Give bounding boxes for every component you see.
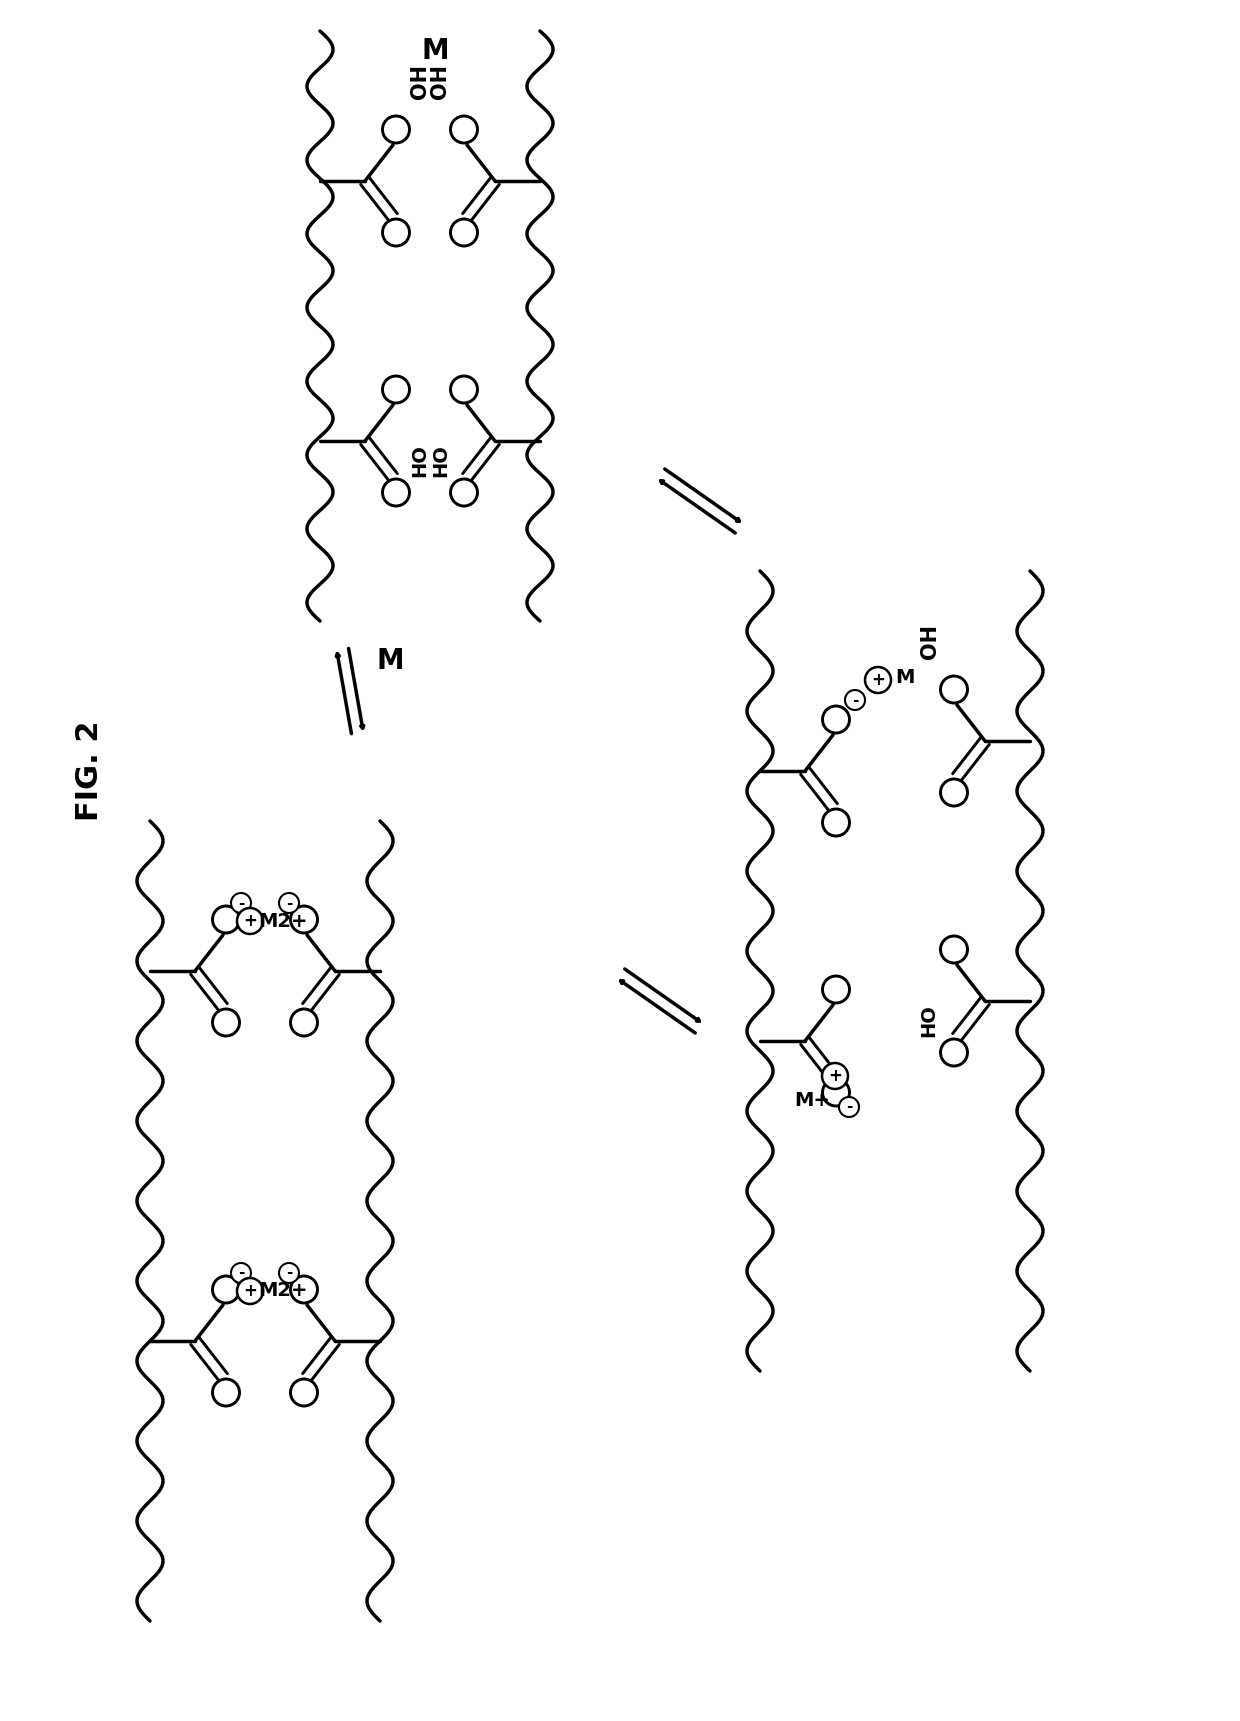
Circle shape — [839, 1096, 859, 1117]
Text: M: M — [895, 668, 915, 687]
Text: HO: HO — [919, 1005, 937, 1038]
Circle shape — [212, 1275, 239, 1303]
Circle shape — [212, 1009, 239, 1036]
Text: M: M — [422, 36, 449, 65]
Circle shape — [212, 905, 239, 933]
Circle shape — [822, 1079, 849, 1107]
Circle shape — [290, 1275, 317, 1303]
Text: +: + — [243, 912, 257, 929]
Circle shape — [450, 115, 477, 143]
Text: M2+: M2+ — [258, 912, 308, 931]
Circle shape — [290, 1009, 317, 1036]
Text: +: + — [870, 671, 885, 688]
Circle shape — [940, 936, 967, 964]
Text: OH: OH — [430, 64, 450, 100]
Text: OH: OH — [410, 64, 430, 100]
Text: OH: OH — [920, 625, 940, 659]
Circle shape — [237, 909, 263, 935]
Circle shape — [450, 478, 477, 506]
Text: HO: HO — [432, 444, 450, 477]
Circle shape — [822, 976, 849, 1003]
Circle shape — [279, 893, 299, 914]
Circle shape — [866, 668, 892, 694]
Text: -: - — [852, 692, 858, 707]
Text: M: M — [376, 647, 404, 675]
Text: FIG. 2: FIG. 2 — [76, 721, 104, 821]
Circle shape — [231, 893, 250, 914]
Circle shape — [382, 478, 409, 506]
Circle shape — [279, 1263, 299, 1282]
Circle shape — [290, 1379, 317, 1406]
Circle shape — [382, 115, 409, 143]
Circle shape — [940, 676, 967, 702]
Text: -: - — [238, 895, 244, 910]
Circle shape — [450, 375, 477, 403]
Circle shape — [450, 219, 477, 246]
Text: -: - — [846, 1100, 852, 1115]
Text: +: + — [243, 1282, 257, 1299]
Text: HO: HO — [410, 444, 429, 477]
Circle shape — [844, 690, 866, 711]
Circle shape — [212, 1379, 239, 1406]
Circle shape — [237, 1279, 263, 1305]
Text: -: - — [238, 1265, 244, 1280]
Text: M+: M+ — [794, 1091, 830, 1110]
Circle shape — [382, 375, 409, 403]
Text: -: - — [285, 1265, 293, 1280]
Circle shape — [822, 1064, 848, 1089]
Text: +: + — [828, 1067, 842, 1084]
Circle shape — [231, 1263, 250, 1282]
Text: M2+: M2+ — [258, 1282, 308, 1301]
Circle shape — [290, 905, 317, 933]
Circle shape — [940, 780, 967, 805]
Circle shape — [822, 706, 849, 733]
Circle shape — [382, 219, 409, 246]
Circle shape — [940, 1039, 967, 1065]
Circle shape — [822, 809, 849, 836]
Text: -: - — [285, 895, 293, 910]
